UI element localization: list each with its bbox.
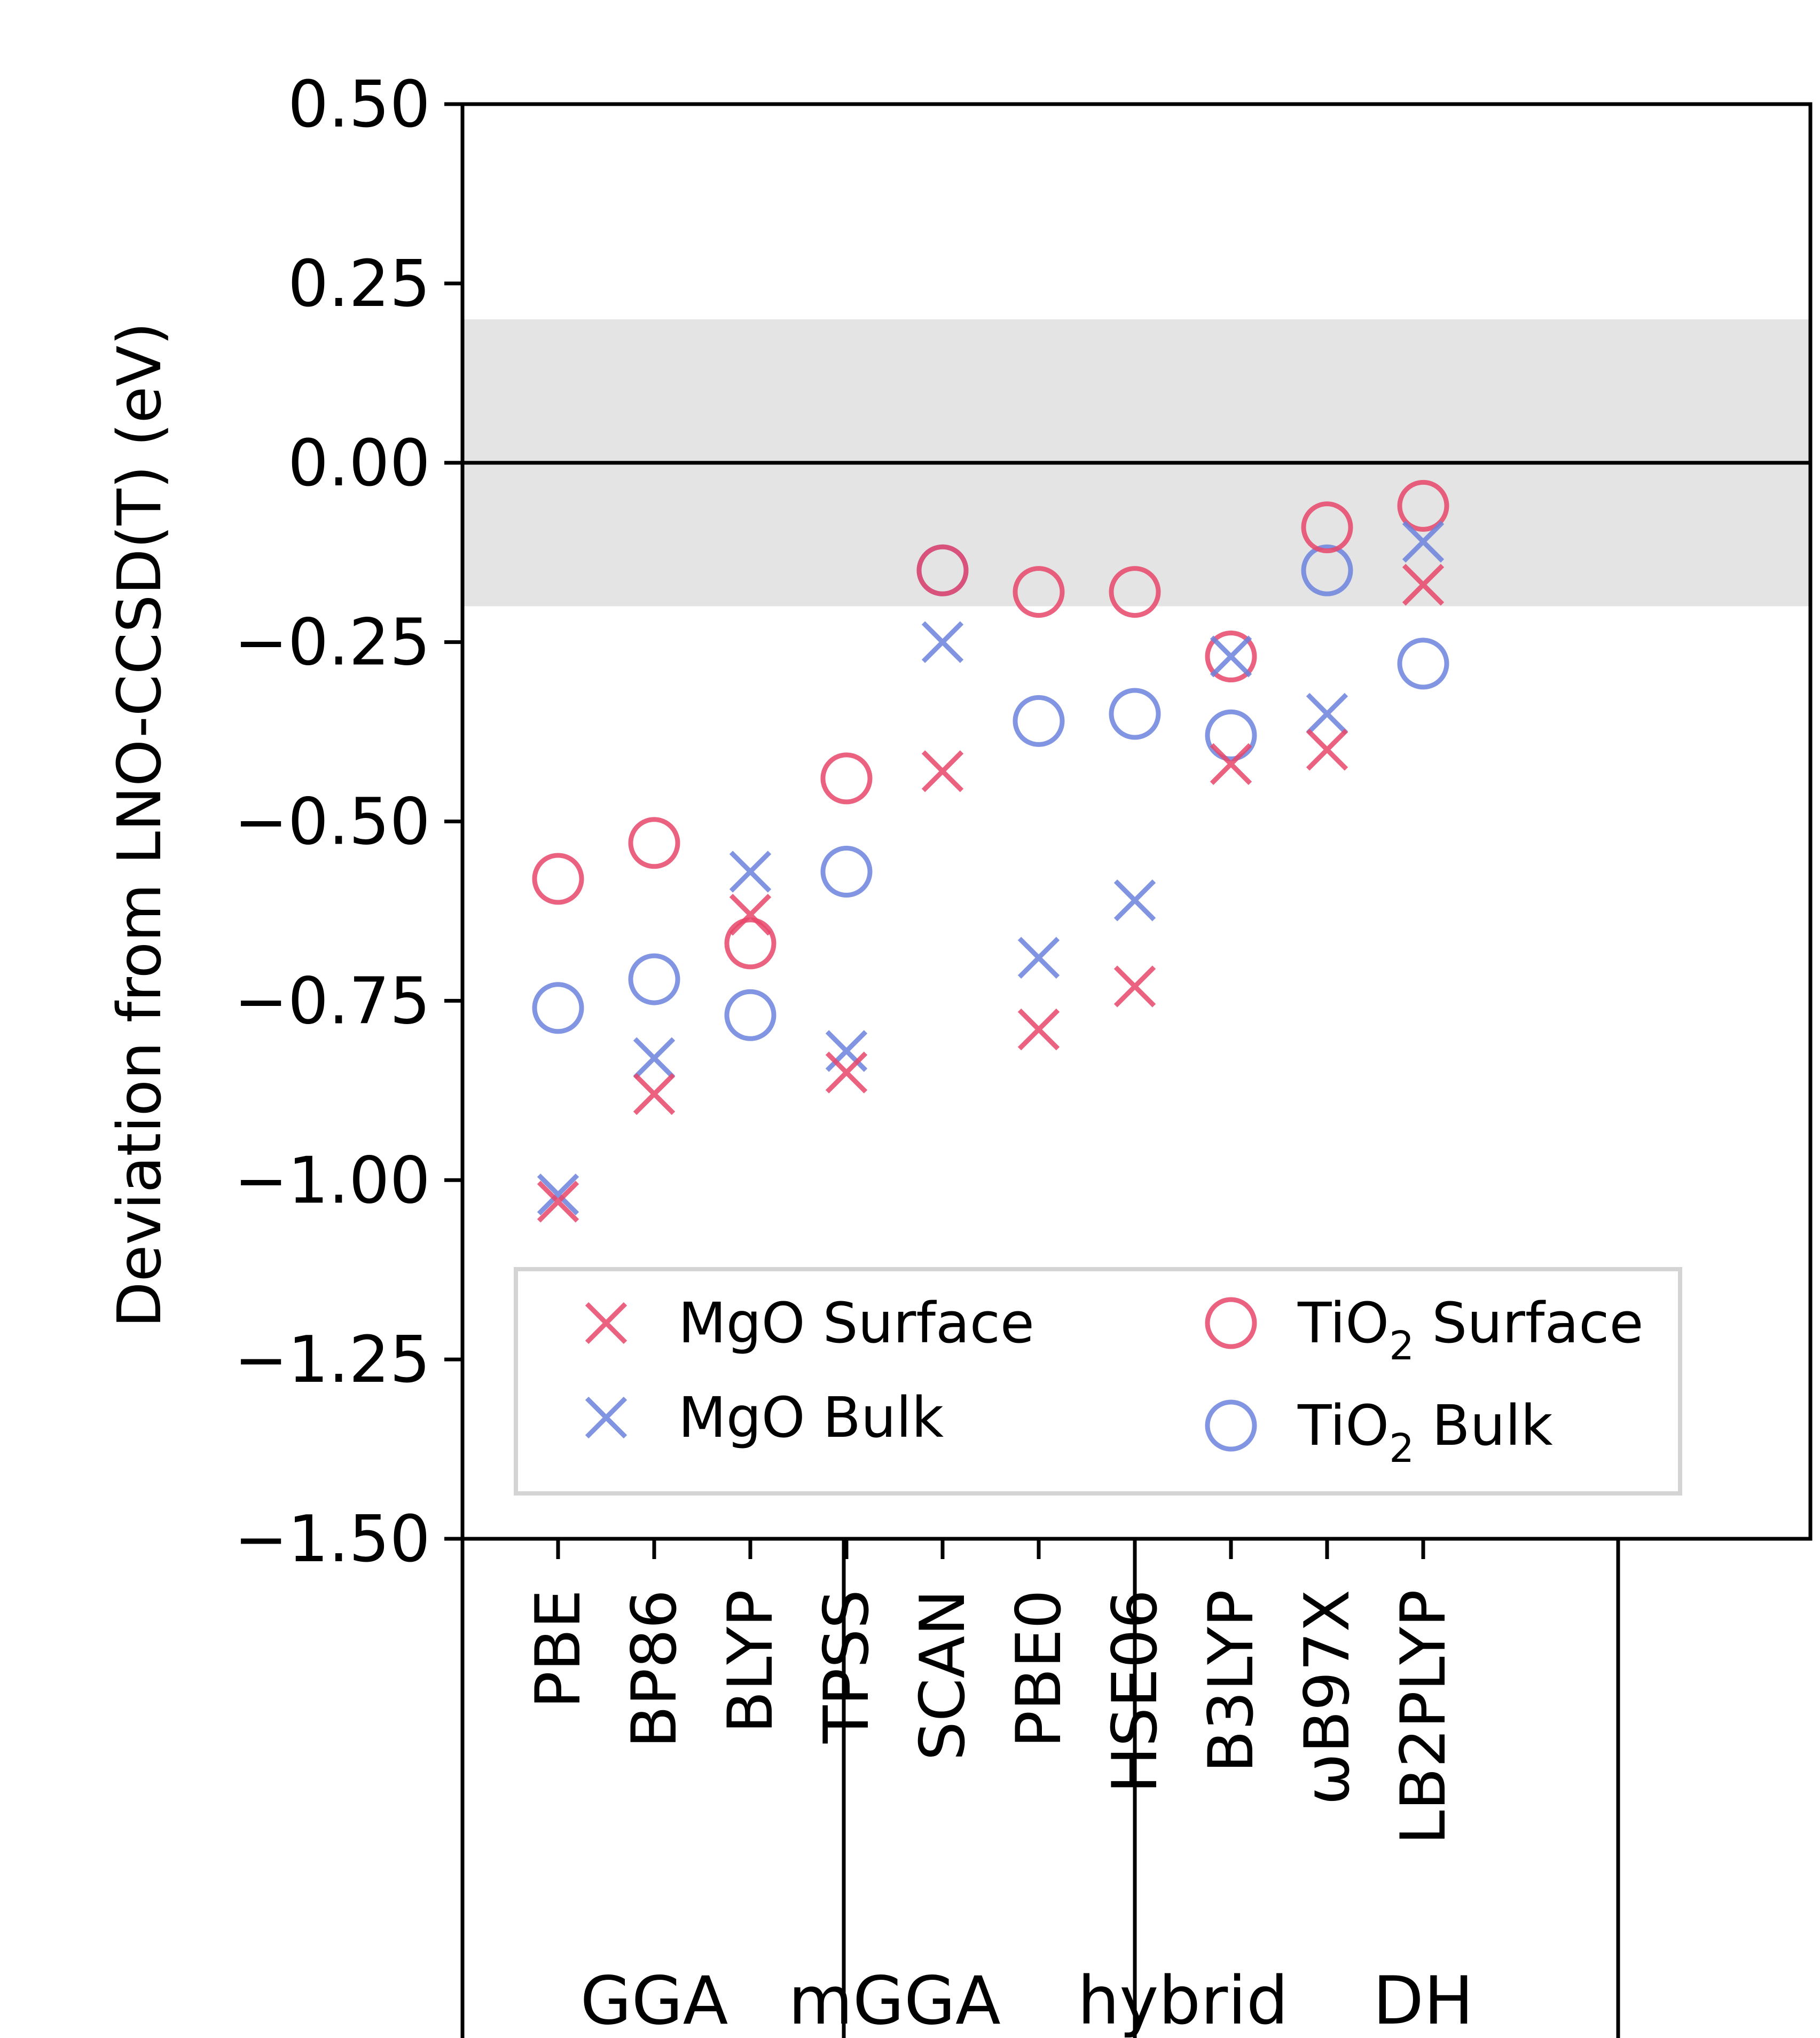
y-tick-label: −1.25 (234, 1323, 430, 1397)
point-mgo-bulk (729, 851, 772, 893)
point-mgo-bulk (1113, 879, 1156, 922)
point-mgo-surface-stroke-b (1017, 1008, 1060, 1051)
group-label: GGA (580, 1963, 728, 2038)
legend-marker-x (585, 1396, 627, 1439)
point-mgo-surface (633, 1073, 676, 1115)
y-tick-label: 0.50 (288, 68, 430, 142)
point-mgo-bulk (921, 621, 964, 663)
x-tick-label: TPSS (811, 1590, 883, 1744)
point-mgo-bulk (633, 1037, 676, 1080)
y-tick-label: 0.00 (288, 427, 430, 501)
point-mgo-surface-stroke-b (1402, 563, 1445, 606)
point-tio2-surface (1109, 566, 1161, 618)
point-tio2-bulk (1205, 709, 1257, 761)
point-mgo-surface-stroke-b (1306, 728, 1348, 771)
group-label: hybrid (1078, 1963, 1289, 2038)
point-mgo-bulk-stroke-b (633, 1037, 676, 1080)
point-tio2-surface (1013, 566, 1065, 618)
point-tio2-surface (724, 917, 776, 970)
legend-label: MgO Bulk (678, 1385, 944, 1450)
point-mgo-surface-stroke-b (1210, 743, 1252, 785)
y-tick-label: 0.25 (288, 247, 430, 321)
point-mgo-surface-stroke-b (825, 1051, 868, 1093)
point-mgo-bulk (1306, 693, 1348, 735)
point-mgo-surface (537, 1181, 579, 1223)
group-label: DH (1373, 1963, 1474, 2038)
point-tio2-surface (1205, 630, 1257, 682)
point-tio2-bulk (1013, 695, 1065, 747)
legend-label: MgO Surface (678, 1291, 1034, 1356)
point-mgo-surface-stroke-b (537, 1181, 579, 1223)
y-tick-label: −1.50 (234, 1502, 430, 1577)
y-tick-label: −0.25 (234, 606, 430, 680)
x-ticks: PBE BP86 BLYP TPSS SCAN PBE0 HSE06 B3LYP ωB97X LB… (522, 1539, 1620, 2038)
y-ticks: 0.50 0.25 0.00 −0.25 −0.50 −0.75 −1.00 −1.25 −1.… (234, 68, 462, 1577)
point-mgo-bulk-stroke-b (729, 851, 772, 893)
point-tio2-surface (916, 544, 969, 596)
y-tick-label: −1.00 (234, 1144, 430, 1218)
legend-marker-x-stroke-b (585, 1302, 627, 1344)
point-mgo-bulk-stroke-b (1402, 521, 1445, 563)
point-mgo-surface-stroke-b (633, 1073, 676, 1115)
point-mgo-bulk (1210, 635, 1252, 678)
point-mgo-bulk-stroke-b (1306, 693, 1348, 735)
legend-marker-x-stroke-b (585, 1396, 627, 1439)
x-tick-label: LB2PLYP (1387, 1590, 1460, 1845)
point-tio2-bulk (628, 953, 680, 1005)
x-tick-label: B3LYP (1195, 1590, 1267, 1773)
point-mgo-surface (1306, 728, 1348, 771)
point-mgo-bulk-stroke-b (1210, 635, 1252, 678)
legend-label: TiO2 Bulk (1297, 1393, 1553, 1472)
point-mgo-bulk (1402, 521, 1445, 563)
legend-label: TiO2 Surface (1297, 1291, 1643, 1369)
point-tio2-surface (1301, 501, 1353, 554)
legend-marker-o (1205, 1399, 1257, 1452)
point-tio2-surface (628, 817, 680, 869)
x-tick-label: BLYP (715, 1590, 787, 1734)
point-mgo-surface (1017, 1008, 1060, 1051)
point-mgo-bulk (537, 1173, 579, 1216)
point-mgo-surface (1210, 743, 1252, 785)
point-mgo-surface-stroke-b (729, 893, 772, 936)
point-tio2-bulk (820, 846, 873, 898)
y-tick-label: −0.50 (234, 785, 430, 860)
point-tio2-bulk (1109, 688, 1161, 740)
point-mgo-surface (1113, 965, 1156, 1008)
point-mgo-bulk-stroke-b (825, 1030, 868, 1072)
x-tick-label: PBE0 (1003, 1590, 1075, 1748)
x-tick-label: ωB97X (1291, 1590, 1363, 1805)
point-mgo-bulk-stroke-b (921, 621, 964, 663)
legend: MgO Surface MgO Bulk TiO2 Surface TiO2 Bulk (514, 1267, 1682, 1496)
point-mgo-bulk (825, 1030, 868, 1072)
point-mgo-bulk-stroke-b (537, 1173, 579, 1216)
point-tio2-bulk (1397, 638, 1449, 690)
y-tick-label: −0.75 (234, 964, 430, 1038)
point-mgo-surface (1402, 563, 1445, 606)
point-mgo-bulk-stroke-b (1113, 879, 1156, 922)
point-mgo-bulk-stroke-b (1017, 937, 1060, 979)
point-tio2-surface (532, 853, 584, 905)
data-points (532, 479, 1449, 1223)
legend-marker-x (585, 1302, 627, 1344)
point-mgo-surface-stroke-b (1113, 965, 1156, 1008)
x-tick-label: SCAN (907, 1590, 979, 1761)
point-mgo-bulk (1017, 937, 1060, 979)
point-tio2-bulk (1301, 544, 1353, 596)
legend-box (514, 1267, 1682, 1496)
x-tick-label: BP86 (618, 1590, 691, 1748)
point-mgo-surface (825, 1051, 868, 1093)
point-tio2-surface (820, 752, 873, 805)
legend-marker-o (1205, 1297, 1257, 1349)
y-axis-label: Deviation from LNO-CCSD(T) (eV) (105, 322, 175, 1328)
point-mgo-surface (729, 893, 772, 936)
point-mgo-surface-stroke-b (921, 750, 964, 792)
x-tick-label: PBE (522, 1590, 594, 1709)
group-label: mGGA (788, 1963, 1001, 2038)
point-mgo-surface (921, 750, 964, 792)
point-tio2-bulk (724, 989, 776, 1041)
point-tio2-bulk (532, 982, 584, 1034)
point-tio2-surface (1397, 479, 1449, 532)
